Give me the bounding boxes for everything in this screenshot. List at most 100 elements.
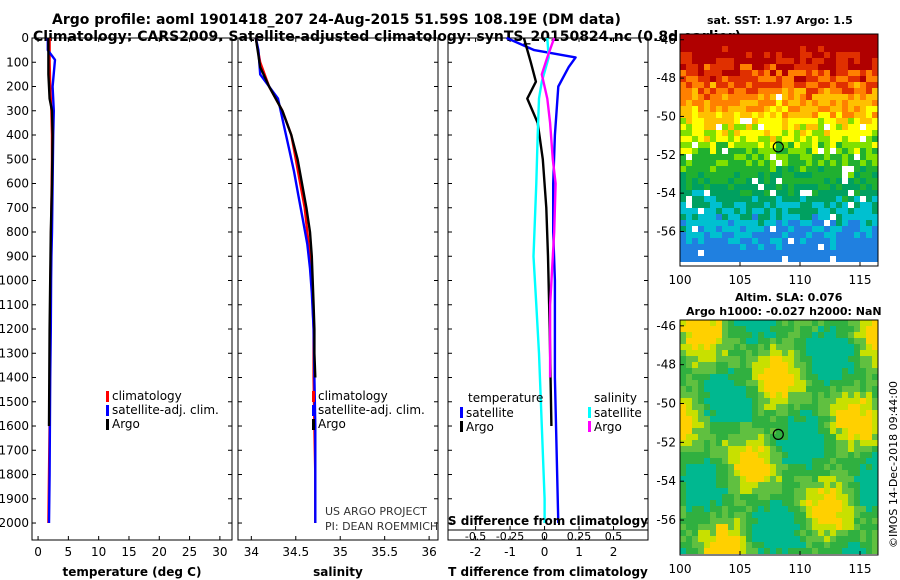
sst-map [680, 34, 878, 266]
x-tick-label: 10 [91, 545, 106, 559]
depth-tick-label: 1500 [0, 395, 29, 409]
x-tick-label: 2 [610, 545, 618, 559]
legend-swatch [460, 407, 463, 418]
x-tick-label: 36 [421, 545, 436, 559]
s-axis-tick-label: -0.25 [496, 530, 524, 543]
depth-tick-label: 1800 [0, 468, 29, 482]
x-tick-label: 25 [182, 545, 197, 559]
x-tick-label: -1 [504, 545, 516, 559]
map-x-tick-label: 115 [849, 273, 872, 287]
figure-title-line1: Argo profile: aoml 1901418_207 24-Aug-20… [52, 12, 621, 28]
depth-tick-label: 1900 [0, 492, 29, 506]
map-y-tick-label: -54 [656, 474, 676, 488]
map-y-tick-label: -52 [656, 148, 676, 162]
s-axis-tick-label: 0.25 [567, 530, 592, 543]
depth-tick-label: 1100 [0, 298, 29, 312]
sst-map-frame [679, 33, 879, 267]
x-tick-label: 1 [575, 545, 583, 559]
s-axis-tick-label: 0 [541, 530, 548, 543]
map-y-tick-label: -48 [656, 71, 676, 85]
panel-frame-1 [31, 37, 233, 541]
legend-label: satellite [594, 406, 642, 420]
legend-label: Argo [318, 417, 346, 431]
figure-title-line2: Climatology: CARS2009. Satellite-adjuste… [33, 29, 742, 45]
sla-map-frame [679, 319, 879, 556]
x-tick-label: 0 [34, 545, 42, 559]
legend-swatch [106, 391, 109, 402]
map-x-tick-label: 115 [849, 562, 872, 576]
legend-label: satellite-adj. clim. [112, 403, 219, 417]
depth-tick-label: 1400 [0, 371, 29, 385]
credit-line1: US ARGO PROJECT [325, 505, 427, 518]
map-y-tick-label: -50 [656, 397, 676, 411]
depth-tick-label: 1700 [0, 443, 29, 457]
depth-tick-label: 900 [6, 249, 29, 263]
depth-tick-label: 2000 [0, 516, 29, 530]
depth-tick-label: 100 [6, 55, 29, 69]
map-y-tick-label: -54 [656, 186, 676, 200]
x-tick-label: 15 [121, 545, 136, 559]
depth-tick-label: 600 [6, 177, 29, 191]
legend-swatch [106, 405, 109, 416]
legend-title-temperature: temperature [468, 391, 543, 405]
map-x-tick-label: 105 [729, 562, 752, 576]
depth-tick-label: 300 [6, 104, 29, 118]
x-tick-label: 34.5 [282, 545, 309, 559]
legend-swatch [588, 407, 591, 418]
x-tick-label: 30 [212, 545, 227, 559]
map-x-tick-label: 110 [789, 273, 812, 287]
legend-swatch [460, 421, 463, 432]
x-axis-label: T difference from climatology [448, 565, 648, 579]
depth-tick-label: 800 [6, 225, 29, 239]
float-position-marker [772, 428, 784, 440]
legend-label: Argo [466, 420, 494, 434]
x-tick-label: 35.5 [371, 545, 398, 559]
x-tick-label: 34 [244, 545, 259, 559]
legend-label: satellite-adj. clim. [318, 403, 425, 417]
depth-tick-label: 200 [6, 80, 29, 94]
credit-line2: PI: DEAN ROEMMICH [325, 520, 438, 533]
map-y-tick-label: -56 [656, 513, 676, 527]
series-line-argo [254, 37, 317, 378]
series-line-argo [522, 37, 553, 427]
series-line-satellite [506, 36, 577, 524]
map-x-tick-label: 100 [669, 562, 692, 576]
map-x-tick-label: 100 [669, 273, 692, 287]
imos-timestamp: ©IMOS 14-Dec-2018 09:44:00 [887, 381, 900, 548]
legend-swatch [106, 419, 109, 430]
series-line-satellite-adj--clim- [254, 37, 317, 523]
panel-frame-2 [237, 37, 439, 541]
legend-swatch [312, 405, 315, 416]
series-line-satellite [532, 37, 550, 523]
x-tick-label: 0 [541, 545, 549, 559]
s-axis-tick-label: 0.5 [605, 530, 623, 543]
map-y-tick-label: -46 [656, 33, 676, 47]
series-line-argo [540, 37, 557, 378]
depth-tick-label: 1000 [0, 274, 29, 288]
map-x-tick-label: 110 [789, 562, 812, 576]
legend-label: climatology [112, 389, 182, 403]
depth-tick-label: 1600 [0, 419, 29, 433]
legend-label: climatology [318, 389, 388, 403]
sst-map-title: sat. SST: 1.97 Argo: 1.5 [707, 14, 853, 27]
x-tick-label: 20 [152, 545, 167, 559]
legend-label: satellite [466, 406, 514, 420]
x-axis-label: temperature (deg C) [63, 565, 202, 579]
legend-swatch [312, 391, 315, 402]
legend-title-salinity: salinity [594, 391, 637, 405]
sla-map-subtitle: Argo h1000: -0.027 h2000: NaN [686, 305, 882, 318]
legend-label: Argo [594, 420, 622, 434]
x-tick-label: 5 [65, 545, 73, 559]
depth-tick-label: 400 [6, 128, 29, 142]
depth-tick-label: 1300 [0, 346, 29, 360]
series-line-argo [47, 38, 54, 427]
legend-swatch [588, 421, 591, 432]
x-axis-label: salinity [313, 565, 363, 579]
map-y-tick-label: -46 [656, 319, 676, 333]
depth-tick-label: 500 [6, 152, 29, 166]
depth-tick-label: 0 [21, 31, 29, 45]
map-y-tick-label: -48 [656, 358, 676, 372]
map-y-tick-label: -56 [656, 224, 676, 238]
sla-map-title: Altim. SLA: 0.076 [735, 291, 843, 304]
